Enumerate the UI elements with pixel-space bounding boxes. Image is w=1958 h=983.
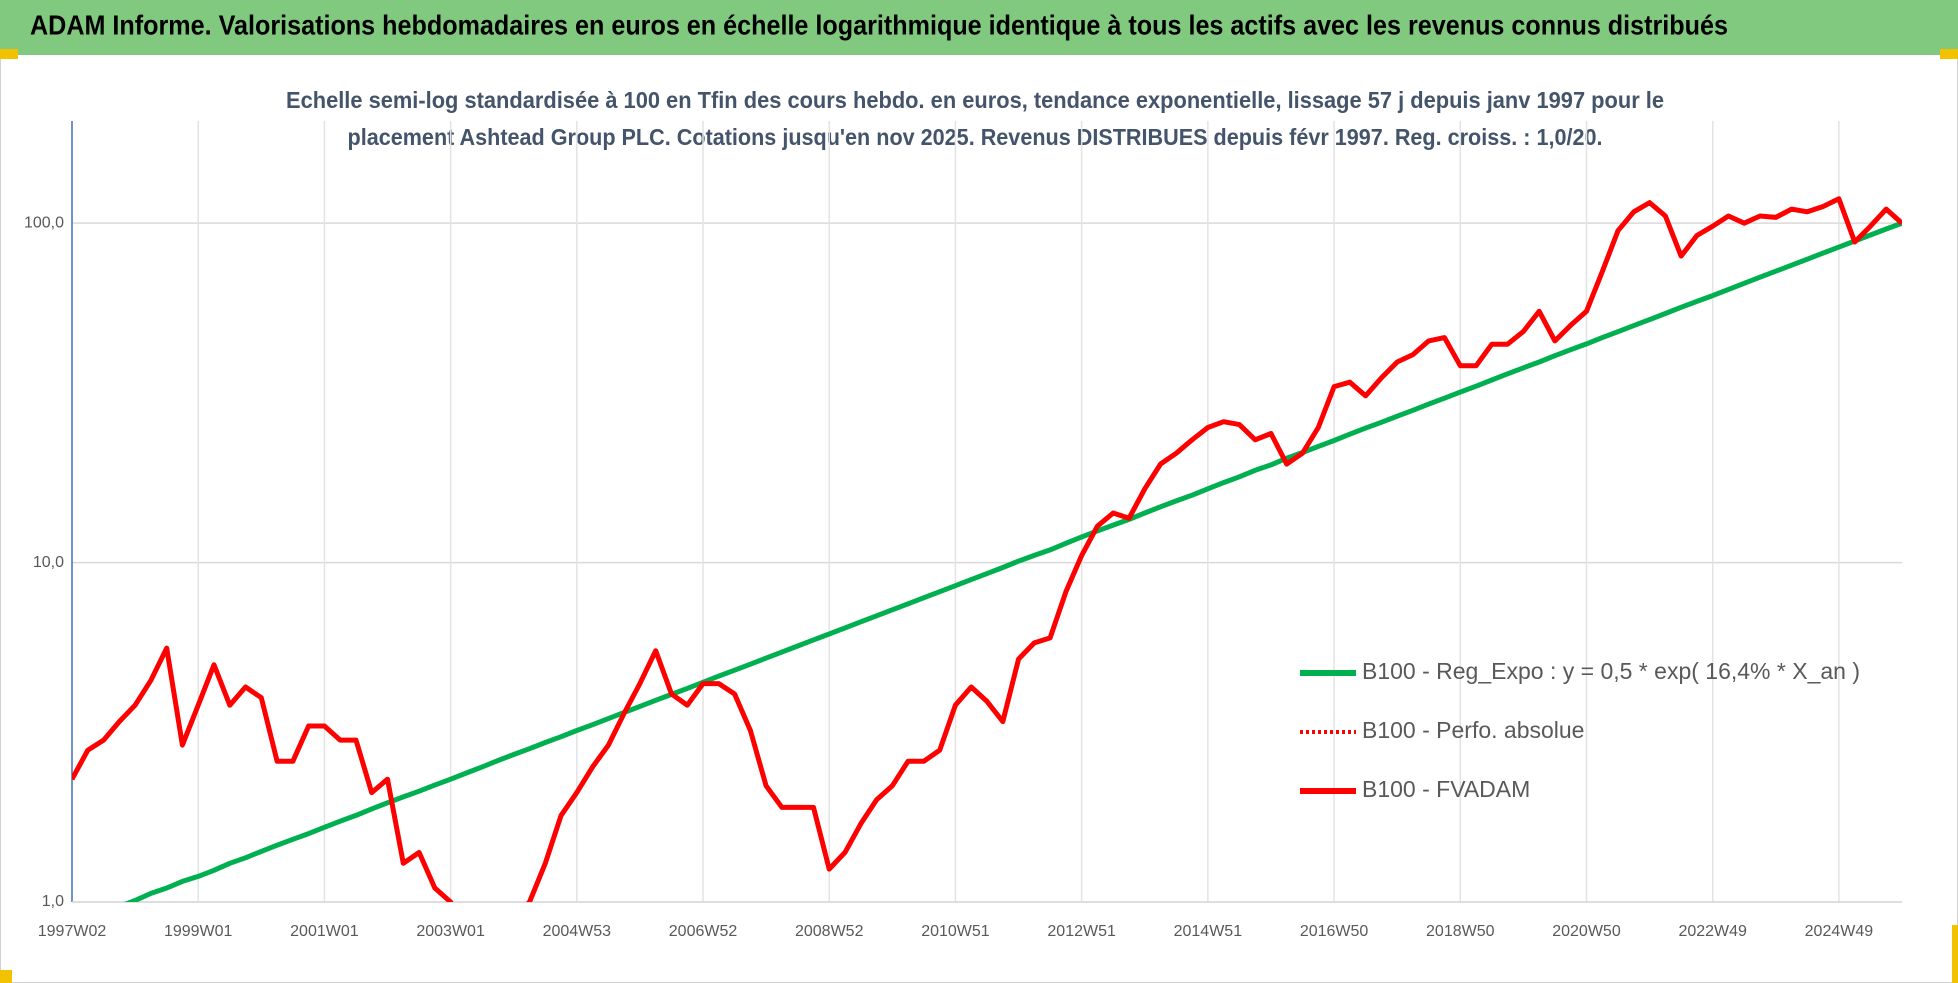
x-tick-label: 2018W50 bbox=[1426, 923, 1495, 940]
x-tick-label: 2004W53 bbox=[543, 923, 612, 940]
x-tick-label: 2003W01 bbox=[416, 923, 485, 940]
x-tick-label: 2006W52 bbox=[669, 923, 738, 940]
plot-area bbox=[72, 196, 1902, 902]
header-title: ADAM Informe. Valorisations hebdomadaire… bbox=[30, 9, 1728, 40]
series-line bbox=[72, 196, 1902, 902]
x-tick-label: 2016W50 bbox=[1300, 923, 1369, 940]
x-tick-label: 2014W51 bbox=[1174, 923, 1243, 940]
legend-label: B100 - Reg_Expo : y = 0,5 * exp( 16,4% *… bbox=[1362, 658, 1860, 684]
x-tick-label: 1997W02 bbox=[38, 923, 107, 940]
y-tick-label: 1,0 bbox=[42, 893, 64, 910]
corner-mark bbox=[1952, 925, 1958, 983]
x-tick-label: 2024W49 bbox=[1805, 923, 1874, 940]
legend-label: B100 - FVADAM bbox=[1362, 776, 1530, 802]
chart-subtitle: Echelle semi-log standardisée à 100 en T… bbox=[286, 87, 1664, 113]
chart-subtitle: placement Ashtead Group PLC. Cotations j… bbox=[348, 124, 1603, 150]
x-tick-label: 2012W51 bbox=[1047, 923, 1116, 940]
x-tick-label: 2001W01 bbox=[290, 923, 359, 940]
header-bar bbox=[0, 0, 1958, 55]
x-tick-label: 2008W52 bbox=[795, 923, 864, 940]
y-tick-label: 10,0 bbox=[33, 554, 64, 571]
x-tick-label: 2010W51 bbox=[921, 923, 990, 940]
corner-mark bbox=[0, 970, 12, 983]
x-tick-label: 2020W50 bbox=[1552, 923, 1621, 940]
corner-mark bbox=[1940, 49, 1958, 59]
x-tick-label: 1999W01 bbox=[164, 923, 233, 940]
legend-label: B100 - Perfo. absolue bbox=[1362, 717, 1584, 743]
series-line bbox=[124, 220, 1902, 902]
x-tick-label: 2022W49 bbox=[1678, 923, 1747, 940]
y-tick-label: 100,0 bbox=[24, 214, 64, 231]
corner-mark bbox=[0, 49, 18, 59]
